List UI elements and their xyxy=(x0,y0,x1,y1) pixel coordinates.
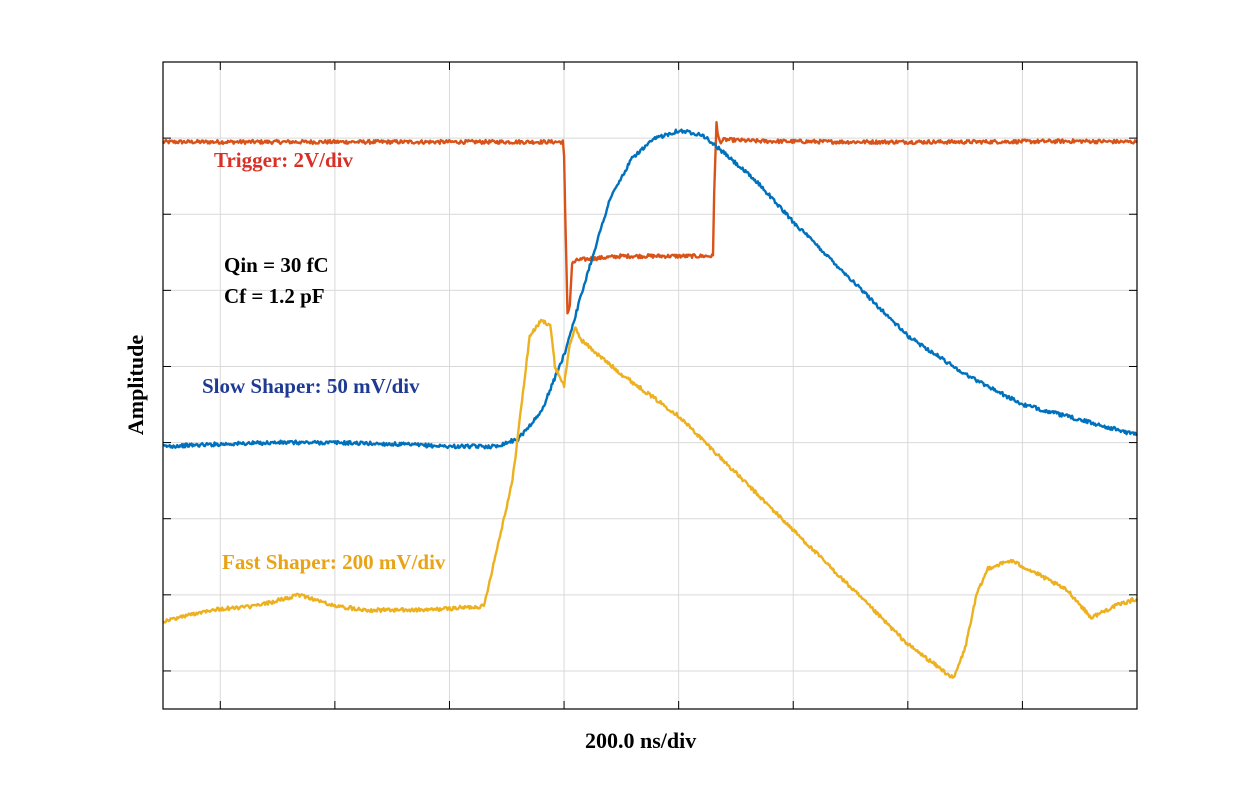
slow-shaper-trace xyxy=(162,128,1138,450)
x-axis-label: 200.0 ns/div xyxy=(585,728,696,753)
trigger-label: Trigger: 2V/div xyxy=(214,148,354,172)
fast-shaper-label: Fast Shaper: 200 mV/div xyxy=(222,550,446,574)
plot-frame xyxy=(162,61,1138,710)
fast-shaper-trace xyxy=(162,318,1139,679)
slow-shaper-label: Slow Shaper: 50 mV/div xyxy=(202,374,420,398)
trigger-trace xyxy=(162,121,1138,315)
cf-label: Cf = 1.2 pF xyxy=(224,284,325,308)
y-axis-label: Amplitude xyxy=(123,335,148,435)
traces xyxy=(162,121,1139,679)
qin-label: Qin = 30 fC xyxy=(224,253,329,277)
axis-ticks xyxy=(163,62,1137,709)
